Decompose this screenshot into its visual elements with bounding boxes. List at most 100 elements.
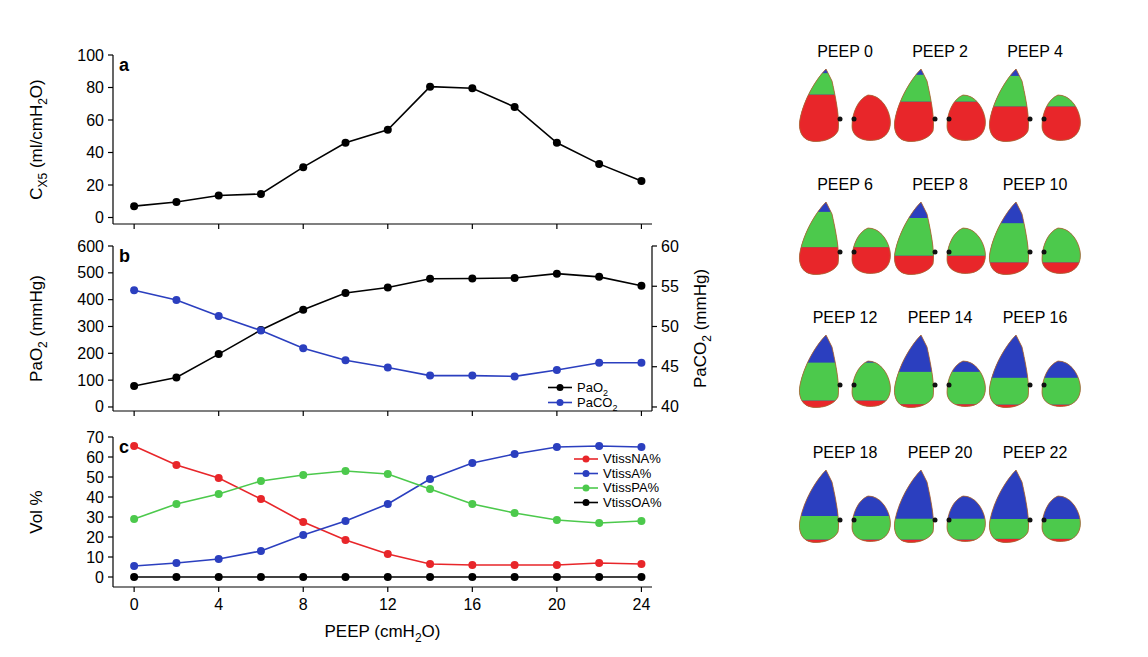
y-tick: [108, 436, 113, 437]
y-tick-label: 0: [95, 398, 104, 415]
y-tick: [108, 380, 113, 381]
point: [426, 560, 434, 568]
airway: [1042, 383, 1047, 388]
y-tick: [108, 406, 113, 407]
airway: [838, 250, 843, 255]
y-tick-label: 80: [86, 79, 104, 96]
ct-image: PEEP 6: [796, 176, 896, 276]
y-tick: [108, 353, 113, 354]
point: [130, 515, 138, 523]
y2-axis-line: [651, 246, 652, 411]
airway: [852, 250, 857, 255]
lung-outline: [947, 228, 985, 273]
y-tick: [108, 516, 113, 517]
lung-outline: [852, 228, 890, 273]
lung-band: [986, 76, 1086, 107]
point: [426, 275, 434, 283]
airway: [933, 518, 938, 523]
point: [511, 450, 519, 458]
lung-band: [796, 202, 896, 212]
lung-outline: [1042, 361, 1080, 406]
legend-label: VtissPA%: [603, 480, 660, 495]
panel-0: 020406080100CX5 (ml/cmH2O)a: [27, 47, 652, 230]
point: [595, 273, 603, 281]
lung-fill: [891, 202, 991, 276]
figure: 020406080100CX5 (ml/cmH2O)a0100200300400…: [0, 0, 1148, 657]
x-axis-line: [113, 223, 652, 224]
point: [257, 327, 265, 335]
airway: [947, 383, 952, 388]
series-line: [134, 87, 641, 206]
point: [553, 561, 561, 569]
airway: [852, 117, 857, 122]
point: [511, 372, 519, 380]
lung-fill: [891, 69, 991, 143]
point: [384, 126, 392, 134]
airway: [852, 383, 857, 388]
lung-outline: [894, 69, 933, 142]
y-tick: [108, 184, 113, 185]
y-tick-label: 400: [77, 291, 104, 308]
point: [257, 573, 265, 581]
point: [384, 470, 392, 478]
point: [468, 500, 476, 508]
ct-image: PEEP 0: [796, 43, 896, 143]
point: [511, 561, 519, 569]
ct-label: PEEP 8: [912, 176, 968, 193]
y-axis-line: [112, 246, 113, 411]
x-tick: [218, 587, 219, 592]
lung-background: [891, 335, 991, 409]
lung-band: [796, 362, 896, 400]
y2-tick: [652, 245, 657, 246]
airway: [838, 518, 843, 523]
lung-band: [796, 516, 896, 540]
ct-label: PEEP 20: [908, 444, 973, 461]
point: [511, 509, 519, 517]
lung-outline: [799, 202, 838, 275]
point: [637, 573, 645, 581]
y-tick: [108, 87, 113, 88]
lung-fill: [796, 202, 896, 276]
y-tick-label: 300: [77, 318, 104, 335]
lung-band: [796, 73, 896, 94]
y2-tick-label: 40: [661, 398, 679, 415]
point: [299, 518, 307, 526]
point: [384, 550, 392, 558]
lung-background: [986, 335, 1086, 409]
y-tick-label: 40: [86, 144, 104, 161]
airway: [947, 518, 952, 523]
airway: [838, 383, 843, 388]
lung-band: [891, 372, 991, 405]
lung-background: [986, 470, 1086, 544]
ct-label: PEEP 10: [1003, 176, 1068, 193]
ct-label: PEEP 2: [912, 43, 968, 60]
point: [215, 312, 223, 320]
lung-background: [796, 69, 896, 143]
point: [637, 359, 645, 367]
point: [215, 350, 223, 358]
lung-band: [796, 335, 896, 362]
y-tick: [108, 54, 113, 55]
point: [553, 270, 561, 278]
ct-image: PEEP 14: [891, 309, 991, 409]
airway: [933, 117, 938, 122]
x-tick-label: 16: [463, 596, 481, 613]
airway: [1028, 383, 1033, 388]
point: [215, 555, 223, 563]
y-tick: [108, 272, 113, 273]
lung-band: [986, 519, 1086, 539]
x-tick-label: 20: [548, 596, 566, 613]
x-axis-title: PEEP (cmH2O): [325, 622, 441, 645]
y2-tick-label: 55: [661, 278, 679, 295]
legend-marker: [557, 399, 564, 406]
series-line: [134, 290, 641, 376]
lung-background: [891, 69, 991, 143]
y-tick: [108, 576, 113, 577]
x-tick-label: 24: [633, 596, 651, 613]
x-tick: [556, 411, 557, 416]
x-axis-line: [113, 586, 652, 587]
point: [215, 490, 223, 498]
lung-band: [796, 470, 896, 516]
y-tick-label: 60: [86, 449, 104, 466]
panel-2: 01020304050607004812162024Vol %PEEP (cmH…: [27, 429, 662, 646]
